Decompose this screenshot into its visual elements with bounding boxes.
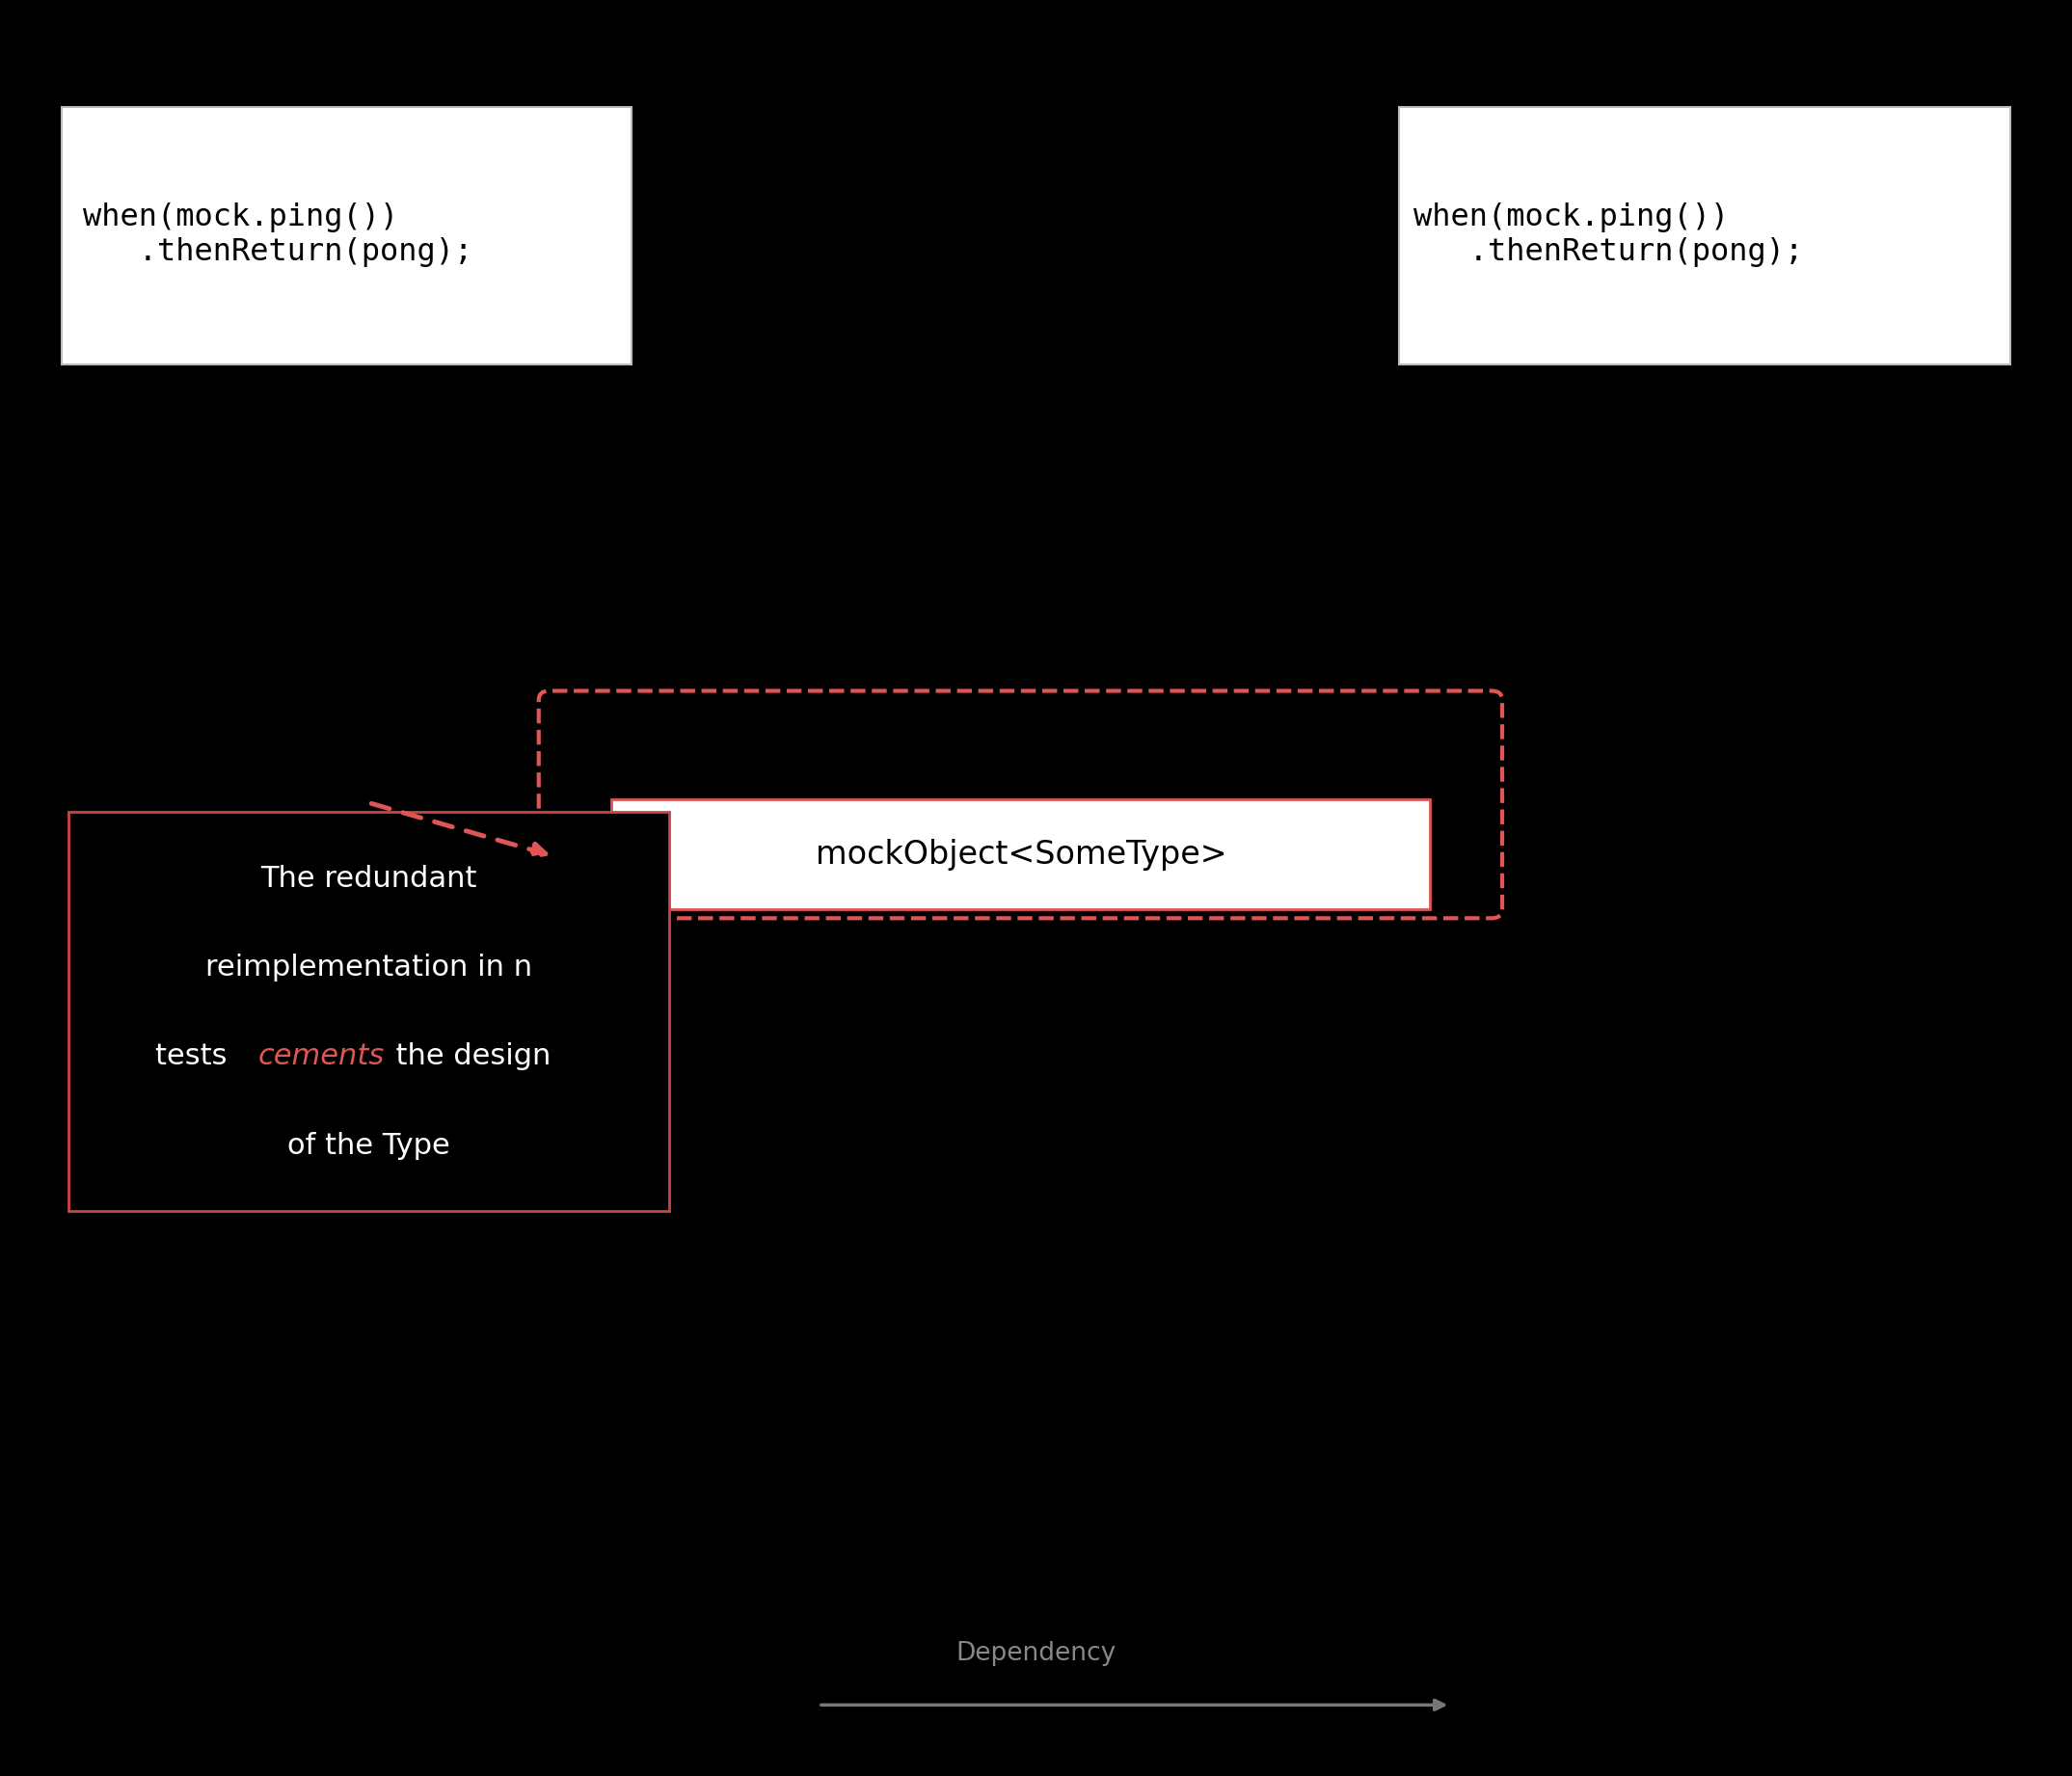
Text: cements: cements <box>257 1043 383 1071</box>
Text: the design: the design <box>377 1043 551 1071</box>
FancyBboxPatch shape <box>62 107 632 364</box>
Text: The redundant: The redundant <box>261 865 477 893</box>
Text: mockObject<SomeType>: mockObject<SomeType> <box>816 838 1227 870</box>
Text: Dependency: Dependency <box>955 1641 1117 1666</box>
FancyBboxPatch shape <box>611 799 1430 909</box>
Text: tests: tests <box>155 1043 236 1071</box>
FancyBboxPatch shape <box>68 812 669 1211</box>
Text: of the Type: of the Type <box>288 1131 450 1160</box>
FancyBboxPatch shape <box>1399 107 2010 364</box>
Text: reimplementation in n: reimplementation in n <box>205 954 533 982</box>
Text: when(mock.ping())
   .thenReturn(pong);: when(mock.ping()) .thenReturn(pong); <box>1413 202 1803 266</box>
Text: when(mock.ping())
   .thenReturn(pong);: when(mock.ping()) .thenReturn(pong); <box>83 202 472 266</box>
